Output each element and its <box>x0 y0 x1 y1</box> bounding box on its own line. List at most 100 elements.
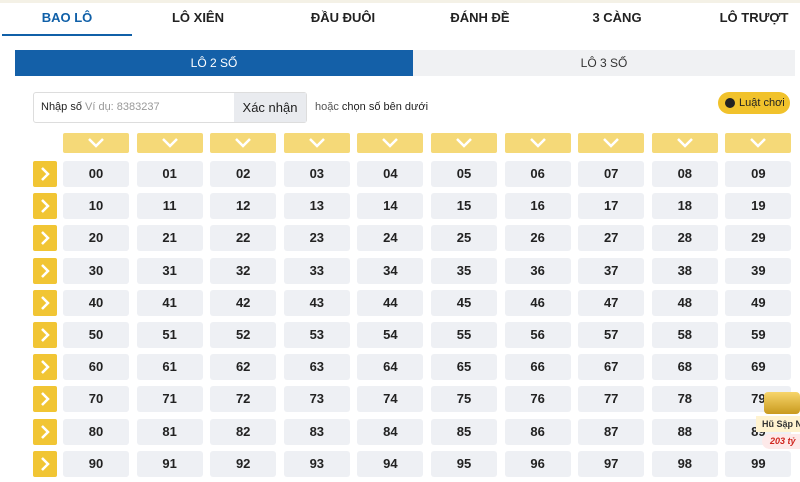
number-cell[interactable]: 39 <box>725 257 792 284</box>
number-cell[interactable]: 54 <box>357 322 424 348</box>
number-cell[interactable]: 85 <box>431 418 497 445</box>
row-select[interactable] <box>33 193 57 220</box>
number-cell[interactable]: 23 <box>283 225 350 252</box>
number-cell[interactable]: 74 <box>357 386 424 413</box>
number-cell[interactable]: 92 <box>210 450 277 477</box>
number-cell[interactable]: 70 <box>63 386 129 413</box>
number-cell[interactable]: 86 <box>504 418 571 445</box>
number-cell[interactable]: 35 <box>431 257 497 284</box>
number-cell[interactable]: 56 <box>504 322 571 348</box>
number-cell[interactable]: 13 <box>283 193 350 220</box>
number-cell[interactable]: 21 <box>136 225 203 252</box>
number-cell[interactable]: 42 <box>210 289 277 316</box>
column-select[interactable] <box>725 133 792 153</box>
number-cell[interactable]: 38 <box>651 257 718 284</box>
confirm-button[interactable]: Xác nhận <box>234 93 306 122</box>
number-cell[interactable]: 15 <box>431 193 497 220</box>
column-select[interactable] <box>63 133 129 153</box>
number-cell[interactable]: 93 <box>283 450 350 477</box>
column-select[interactable] <box>210 133 277 153</box>
number-cell[interactable]: 36 <box>504 257 571 284</box>
number-cell[interactable]: 28 <box>651 225 718 252</box>
column-select[interactable] <box>578 133 645 153</box>
number-cell[interactable]: 19 <box>725 193 792 220</box>
number-cell[interactable]: 91 <box>136 450 203 477</box>
number-cell[interactable]: 32 <box>210 257 277 284</box>
number-cell[interactable]: 62 <box>210 354 277 381</box>
number-cell[interactable]: 22 <box>210 225 277 252</box>
number-cell[interactable]: 41 <box>136 289 203 316</box>
number-cell[interactable]: 60 <box>63 354 129 381</box>
column-select[interactable] <box>283 133 350 153</box>
number-cell[interactable]: 95 <box>431 450 497 477</box>
number-cell[interactable]: 81 <box>136 418 203 445</box>
column-select[interactable] <box>431 133 497 153</box>
number-cell[interactable]: 84 <box>357 418 424 445</box>
number-cell[interactable]: 43 <box>283 289 350 316</box>
number-cell[interactable]: 53 <box>283 322 350 348</box>
number-cell[interactable]: 04 <box>357 161 424 187</box>
row-select[interactable] <box>33 418 57 445</box>
number-cell[interactable]: 80 <box>63 418 129 445</box>
row-select[interactable] <box>33 386 57 413</box>
number-cell[interactable]: 10 <box>63 193 129 220</box>
number-cell[interactable]: 46 <box>504 289 571 316</box>
number-cell[interactable]: 65 <box>431 354 497 381</box>
number-cell[interactable]: 44 <box>357 289 424 316</box>
number-cell[interactable]: 90 <box>63 450 129 477</box>
number-cell[interactable]: 24 <box>357 225 424 252</box>
row-select[interactable] <box>33 257 57 284</box>
row-select[interactable] <box>33 322 57 348</box>
number-cell[interactable]: 47 <box>578 289 645 316</box>
number-cell[interactable]: 30 <box>63 257 129 284</box>
number-cell[interactable]: 27 <box>578 225 645 252</box>
number-cell[interactable]: 08 <box>651 161 718 187</box>
number-cell[interactable]: 07 <box>578 161 645 187</box>
number-cell[interactable]: 11 <box>136 193 203 220</box>
column-select[interactable] <box>357 133 424 153</box>
number-cell[interactable]: 76 <box>504 386 571 413</box>
number-cell[interactable]: 97 <box>578 450 645 477</box>
number-cell[interactable]: 49 <box>725 289 792 316</box>
number-cell[interactable]: 52 <box>210 322 277 348</box>
number-cell[interactable]: 37 <box>578 257 645 284</box>
number-cell[interactable]: 01 <box>136 161 203 187</box>
promo[interactable]: Hũ Sập N 203 tỷ <box>756 392 800 456</box>
rules-button[interactable]: Luật chơi <box>718 92 790 114</box>
tab[interactable]: ĐÁNH ĐỀ <box>450 10 510 25</box>
number-cell[interactable]: 20 <box>63 225 129 252</box>
number-cell[interactable]: 83 <box>283 418 350 445</box>
number-cell[interactable]: 18 <box>651 193 718 220</box>
tab[interactable]: LÔ TRƯỢT <box>719 10 789 25</box>
number-cell[interactable]: 29 <box>725 225 792 252</box>
number-cell[interactable]: 78 <box>651 386 718 413</box>
number-cell[interactable]: 98 <box>651 450 718 477</box>
number-cell[interactable]: 06 <box>504 161 571 187</box>
number-cell[interactable]: 69 <box>725 354 792 381</box>
number-cell[interactable]: 26 <box>504 225 571 252</box>
column-select[interactable] <box>504 133 571 153</box>
number-cell[interactable]: 82 <box>210 418 277 445</box>
row-select[interactable] <box>33 161 57 187</box>
tab[interactable]: LÔ XIÊN <box>171 10 224 25</box>
number-cell[interactable]: 59 <box>725 322 792 348</box>
number-cell[interactable]: 50 <box>63 322 129 348</box>
number-cell[interactable]: 73 <box>283 386 350 413</box>
number-cell[interactable]: 16 <box>504 193 571 220</box>
number-cell[interactable]: 99 <box>725 450 792 477</box>
number-cell[interactable]: 34 <box>357 257 424 284</box>
number-cell[interactable]: 48 <box>651 289 718 316</box>
input-box[interactable]: Nhập số Ví dụ: 8383237 Xác nhận <box>33 92 307 123</box>
column-select[interactable] <box>136 133 203 153</box>
subtab[interactable]: LÔ 2 SỐ <box>15 50 413 76</box>
number-cell[interactable]: 63 <box>283 354 350 381</box>
number-cell[interactable]: 05 <box>431 161 497 187</box>
number-cell[interactable]: 71 <box>136 386 203 413</box>
number-cell[interactable]: 33 <box>283 257 350 284</box>
number-cell[interactable]: 40 <box>63 289 129 316</box>
tab[interactable]: BAO LÔ <box>2 0 132 36</box>
number-cell[interactable]: 58 <box>651 322 718 348</box>
row-select[interactable] <box>33 225 57 252</box>
number-cell[interactable]: 68 <box>651 354 718 381</box>
number-cell[interactable]: 25 <box>431 225 497 252</box>
